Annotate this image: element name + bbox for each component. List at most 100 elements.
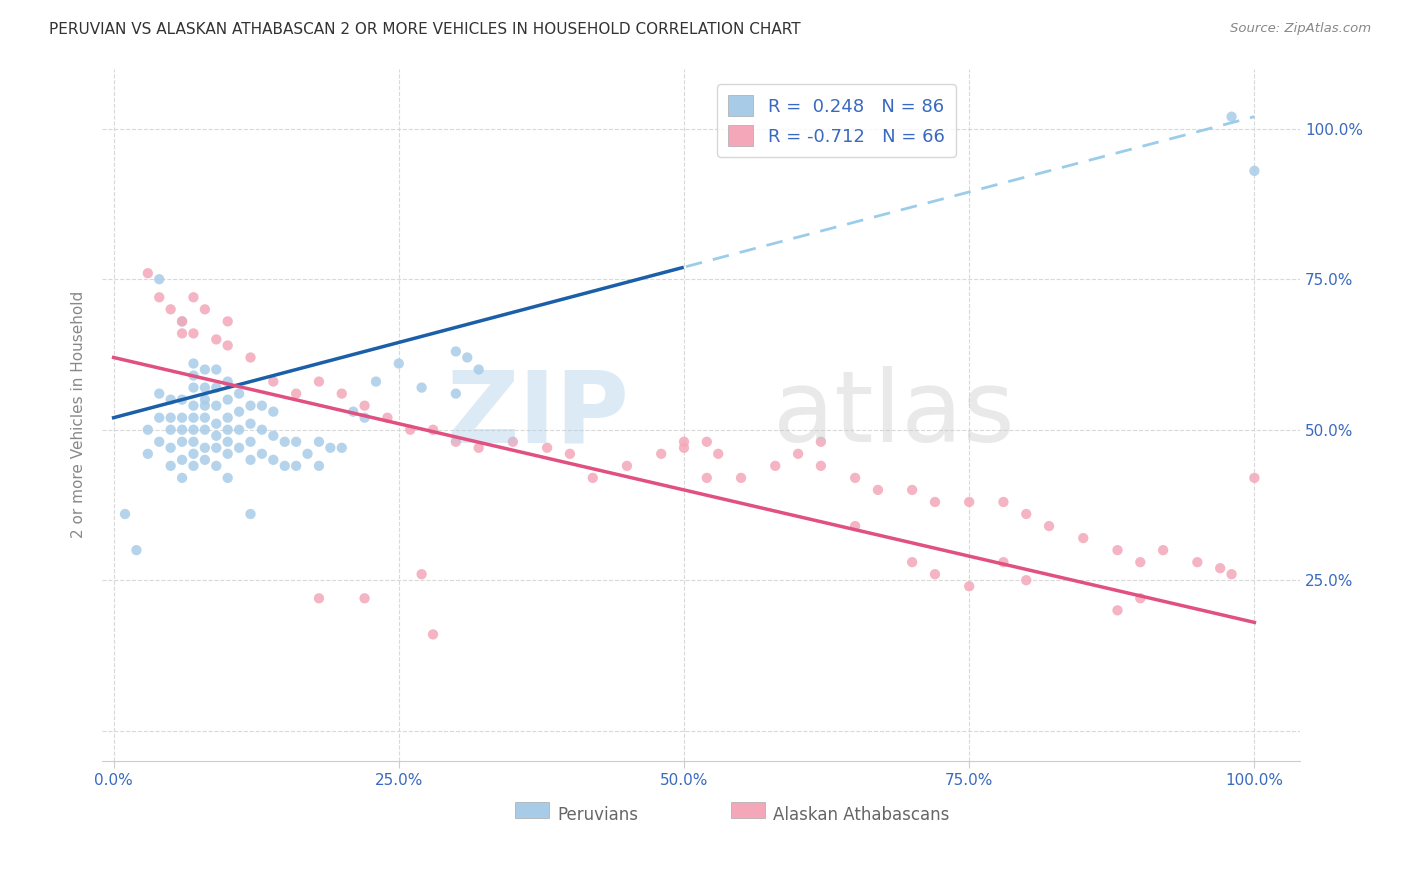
Point [183,458,205,473]
Point [170,471,193,485]
Point [730,471,752,485]
Point [205,333,228,347]
Point [810,458,832,473]
Point [183,447,205,461]
Point [696,434,718,449]
Point [194,399,217,413]
Point [353,591,375,606]
Point [844,471,866,485]
Point [217,392,239,407]
Text: ZIP: ZIP [446,367,630,463]
Point [1015,573,1038,587]
Point [924,495,946,509]
Point [582,471,605,485]
Point [1107,543,1129,558]
Point [183,434,205,449]
Point [262,375,284,389]
Point [228,441,250,455]
Point [217,338,239,352]
Point [388,357,411,371]
Point [217,314,239,328]
Text: atlas: atlas [773,367,1015,463]
Point [411,567,433,582]
Point [170,326,193,341]
Point [239,399,262,413]
Y-axis label: 2 or more Vehicles in Household: 2 or more Vehicles in Household [72,291,86,538]
Point [422,627,444,641]
Point [993,555,1015,569]
Point [250,423,273,437]
Point [1243,164,1265,178]
Point [170,392,193,407]
Point [136,447,159,461]
Point [1220,110,1243,124]
Point [1038,519,1060,533]
Point [217,423,239,437]
Point [262,405,284,419]
Point [194,302,217,317]
Point [228,405,250,419]
Point [866,483,889,497]
Point [308,375,330,389]
Point [159,423,181,437]
Point [136,423,159,437]
Point [239,351,262,365]
Point [205,417,228,431]
Point [239,417,262,431]
Point [444,344,467,359]
Point [250,447,273,461]
Point [239,453,262,467]
Point [536,441,558,455]
Point [444,386,467,401]
Point [1187,555,1209,569]
Point [901,555,924,569]
Point [262,429,284,443]
Point [763,458,786,473]
Point [319,441,342,455]
Point [194,410,217,425]
Point [205,458,228,473]
Point [194,381,217,395]
Point [170,410,193,425]
Point [467,441,489,455]
Point [558,447,581,461]
Point [285,386,308,401]
Point [1015,507,1038,521]
Point [239,507,262,521]
Point [183,368,205,383]
Point [148,386,170,401]
Point [285,458,308,473]
Point [194,453,217,467]
Point [1243,471,1265,485]
Point [228,386,250,401]
Text: Peruvians: Peruvians [557,805,638,824]
Text: Alaskan Athabascans: Alaskan Athabascans [773,805,949,824]
Point [205,399,228,413]
Point [787,447,810,461]
Point [217,471,239,485]
Point [250,399,273,413]
Point [136,266,159,280]
Point [672,441,695,455]
Point [1152,543,1174,558]
Point [262,453,284,467]
Point [205,381,228,395]
Text: PERUVIAN VS ALASKAN ATHABASCAN 2 OR MORE VEHICLES IN HOUSEHOLD CORRELATION CHART: PERUVIAN VS ALASKAN ATHABASCAN 2 OR MORE… [49,22,801,37]
Point [901,483,924,497]
Point [170,434,193,449]
Point [274,434,297,449]
Point [650,447,672,461]
Point [217,375,239,389]
Point [672,434,695,449]
Point [696,471,718,485]
Point [183,326,205,341]
Point [148,290,170,304]
Point [183,290,205,304]
Point [148,410,170,425]
Point [1071,531,1094,545]
Point [399,423,422,437]
Point [924,567,946,582]
Point [205,429,228,443]
Point [183,399,205,413]
Point [1220,567,1243,582]
